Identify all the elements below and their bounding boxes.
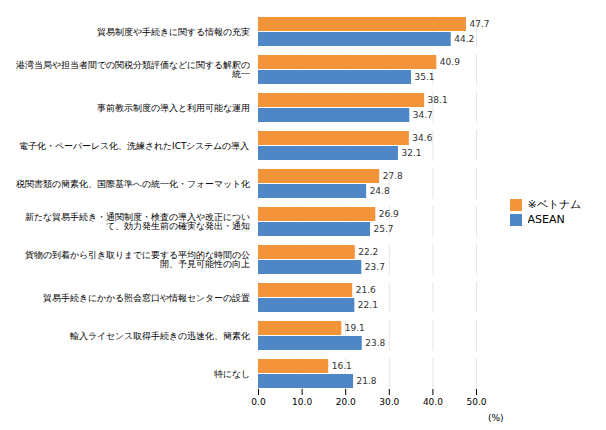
svg-text:(%): (%) [488, 413, 504, 423]
svg-text:貨物の到着から引き取りまでに要する平均的な時間の公開、予見可: 貨物の到着から引き取りまでに要する平均的な時間の公開、予見可能性の向上 [25, 250, 250, 269]
svg-text:34.7: 34.7 [413, 110, 433, 120]
svg-text:0.0: 0.0 [251, 397, 266, 407]
svg-text:新たな貿易手続き・通関制度・検査の導入や改正について、効力発: 新たな貿易手続き・通関制度・検査の導入や改正について、効力発生前の確実な発出・通… [25, 212, 250, 231]
svg-text:税関書類の簡素化、国際基準への統一化・フォーマット化: 税関書類の簡素化、国際基準への統一化・フォーマット化 [16, 179, 250, 189]
svg-text:40.9: 40.9 [440, 57, 460, 67]
svg-text:22.2: 22.2 [358, 247, 378, 257]
svg-text:23.7: 23.7 [365, 262, 385, 272]
svg-text:特になし: 特になし [214, 369, 250, 379]
svg-text:35.1: 35.1 [415, 72, 435, 82]
svg-text:40.0: 40.0 [423, 397, 443, 407]
svg-text:24.8: 24.8 [370, 186, 390, 196]
html-text:※ベトナム: ※ベトナム [527, 198, 581, 212]
svg-text:27.8: 27.8 [383, 171, 403, 181]
svg-text:21.6: 21.6 [356, 285, 376, 295]
svg-text:事前教示制度の導入と利用可能な運用: 事前教示制度の導入と利用可能な運用 [97, 103, 250, 113]
svg-text:19.1: 19.1 [345, 323, 365, 333]
svg-text:25.7: 25.7 [374, 224, 394, 234]
svg-text:47.7: 47.7 [469, 19, 489, 29]
svg-text:34.6: 34.6 [412, 133, 432, 143]
svg-text:輸入ライセンス取得手続きの迅速化、簡素化: 輸入ライセンス取得手続きの迅速化、簡素化 [70, 331, 250, 341]
svg-text:貿易制度や手続きに関する情報の充実: 貿易制度や手続きに関する情報の充実 [97, 27, 250, 37]
svg-text:30.0: 30.0 [379, 397, 399, 407]
html-text:ASEAN: ASEAN [527, 213, 565, 227]
svg-text:50.0: 50.0 [466, 397, 486, 407]
svg-text:26.9: 26.9 [379, 209, 399, 219]
svg-text:44.2: 44.2 [454, 34, 474, 44]
svg-text:港湾当局や担当者間での関税分類評価などに関する解釈の統一: 港湾当局や担当者間での関税分類評価などに関する解釈の統一 [16, 60, 250, 79]
svg-text:10.0: 10.0 [292, 397, 312, 407]
svg-text:32.1: 32.1 [401, 148, 421, 158]
svg-text:貿易手続きにかかる照会窓口や情報センターの設置: 貿易手続きにかかる照会窓口や情報センターの設置 [43, 293, 250, 303]
svg-text:16.1: 16.1 [332, 361, 352, 371]
svg-text:23.8: 23.8 [365, 338, 385, 348]
svg-text:38.1: 38.1 [428, 95, 448, 105]
svg-text:21.8: 21.8 [357, 376, 377, 386]
svg-text:電子化・ペーパーレス化、洗練されたICTシステムの導入: 電子化・ペーパーレス化、洗練されたICTシステムの導入 [19, 141, 249, 151]
svg-text:20.0: 20.0 [336, 397, 356, 407]
svg-text:22.1: 22.1 [358, 300, 378, 310]
